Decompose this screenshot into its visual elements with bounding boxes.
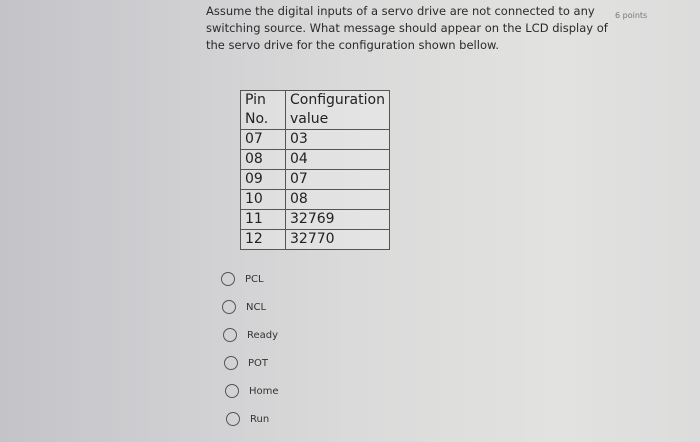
pin-cell: 12 [240, 229, 286, 250]
value-cell: 03 [285, 129, 390, 150]
configuration-table: Pin No. Configuration value 07 03 08 04 09… [240, 90, 390, 250]
table-row: 07 03 [240, 129, 390, 150]
option-run[interactable]: Run [226, 412, 269, 426]
table-row: 08 04 [240, 149, 390, 170]
points-label: 6 points [615, 11, 648, 20]
option-pot[interactable]: POT [224, 356, 268, 370]
value-cell: 32770 [285, 229, 390, 250]
value-cell: 32769 [285, 209, 390, 230]
pin-cell: 08 [240, 149, 286, 170]
option-label: Home [249, 385, 279, 397]
table-row: 11 32769 [240, 209, 390, 230]
table-row: 12 32770 [240, 229, 390, 250]
question-text: Assume the digital inputs of a servo dri… [206, 4, 608, 52]
option-label: POT [248, 357, 269, 369]
radio-icon[interactable] [224, 356, 238, 370]
value-cell: 07 [285, 169, 390, 190]
option-label: NCL [246, 301, 267, 313]
option-ready[interactable]: Ready [223, 328, 278, 342]
table-row: 10 08 [240, 189, 390, 210]
header-pin: Pin No. [240, 90, 286, 130]
table-header-row: Pin No. Configuration value [240, 90, 390, 130]
radio-icon[interactable] [222, 300, 236, 314]
radio-icon[interactable] [225, 384, 239, 398]
value-cell: 08 [285, 189, 390, 210]
radio-icon[interactable] [221, 272, 235, 286]
table-row: 09 07 [240, 169, 390, 190]
header-config: Configuration value [285, 90, 390, 130]
option-home[interactable]: Home [225, 384, 279, 398]
pin-cell: 11 [240, 209, 286, 230]
value-cell: 04 [285, 149, 390, 170]
radio-icon[interactable] [223, 328, 237, 342]
option-label: Run [250, 413, 270, 425]
option-ncl[interactable]: NCL [222, 300, 266, 314]
option-label: PCL [245, 273, 264, 285]
pin-cell: 07 [240, 129, 286, 150]
option-pcl[interactable]: PCL [221, 272, 264, 286]
pin-cell: 09 [240, 169, 286, 190]
pin-cell: 10 [240, 189, 286, 210]
radio-icon[interactable] [226, 412, 240, 426]
option-label: Ready [247, 329, 279, 341]
